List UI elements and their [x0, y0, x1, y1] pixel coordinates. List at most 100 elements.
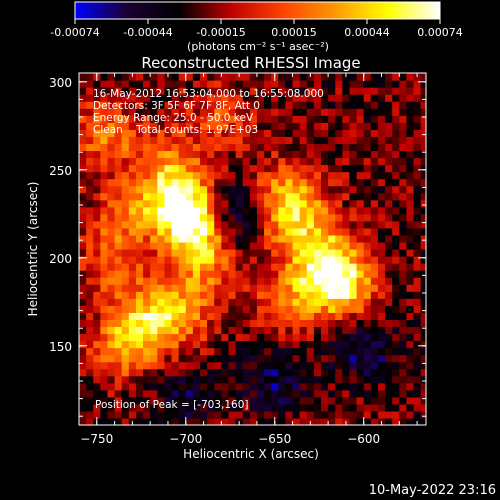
heatmap-cell: [200, 298, 208, 306]
heatmap-cell: [164, 129, 173, 137]
heatmap-cell: [143, 94, 151, 102]
heatmap-cell: [285, 157, 294, 166]
heatmap-cell: [413, 263, 422, 271]
heatmap-cell: [221, 73, 230, 81]
heatmap-cell: [264, 115, 272, 123]
heatmap-cell: [363, 347, 372, 356]
heatmap-cell: [342, 220, 351, 229]
heatmap-cell: [200, 129, 208, 137]
heatmap-cell: [256, 87, 265, 95]
heatmap-cell: [328, 171, 336, 180]
heatmap-cell: [121, 291, 130, 299]
heatmap-cell: [306, 143, 315, 152]
heatmap-cell: [313, 375, 322, 384]
heatmap-cell: [264, 347, 272, 356]
heatmap-cell: [164, 291, 173, 299]
heatmap-cell: [221, 241, 230, 250]
heatmap-cell: [328, 403, 336, 412]
heatmap-cell: [192, 178, 201, 187]
heatmap-cell: [342, 361, 351, 370]
heatmap-cell: [200, 319, 208, 328]
heatmap-cell: [313, 319, 322, 328]
heatmap-cell: [242, 333, 251, 342]
heatmap-cell: [420, 417, 426, 425]
heatmap-cell: [128, 249, 137, 257]
heatmap-cell: [292, 284, 301, 292]
heatmap-cell: [335, 108, 343, 116]
heatmap-cell: [292, 192, 301, 201]
heatmap-cell: [335, 80, 343, 88]
heatmap-cell: [221, 354, 230, 363]
heatmap-cell: [278, 80, 287, 88]
heatmap-cell: [164, 270, 173, 278]
heatmap-cell: [107, 284, 116, 292]
heatmap-cell: [249, 227, 258, 236]
heatmap-cell: [192, 87, 201, 95]
heatmap-cell: [335, 340, 343, 349]
heatmap-cell: [413, 403, 422, 412]
heatmap-cell: [86, 410, 94, 419]
heatmap-cell: [399, 115, 408, 123]
heatmap-cell: [171, 87, 180, 95]
heatmap-cell: [221, 382, 230, 391]
heatmap-cell: [413, 178, 422, 187]
heatmap-cell: [114, 333, 123, 342]
heatmap-cell: [299, 347, 308, 356]
heatmap-cell: [385, 361, 393, 370]
heatmap-cell: [406, 87, 415, 95]
heatmap-cell: [385, 108, 393, 116]
heatmap-cell: [356, 403, 365, 412]
heatmap-cell: [79, 249, 87, 257]
heatmap-cell: [249, 361, 258, 370]
heatmap-cell: [79, 361, 87, 370]
heatmap-cell: [306, 368, 315, 377]
heatmap-cell: [420, 213, 426, 222]
heatmap-cell: [356, 171, 365, 180]
heatmap-cell: [185, 122, 194, 130]
heatmap-cell: [278, 206, 287, 215]
heatmap-cell: [335, 382, 343, 391]
heatmap-cell: [399, 73, 408, 81]
heatmap-cell: [313, 277, 322, 285]
heatmap-cell: [363, 157, 372, 166]
heatmap-cell: [79, 340, 87, 349]
heatmap-cell: [157, 150, 166, 159]
heatmap-cell: [356, 284, 365, 292]
heatmap-cell: [406, 382, 415, 391]
heatmap-cell: [235, 291, 244, 299]
heatmap-cell: [157, 396, 166, 405]
heatmap-cell: [121, 375, 130, 384]
heatmap-cell: [228, 291, 237, 299]
heatmap-cell: [214, 157, 222, 166]
heatmap-cell: [221, 157, 230, 166]
heatmap-cell: [285, 284, 294, 292]
heatmap-cell: [285, 143, 294, 152]
heatmap-cell: [228, 389, 237, 398]
heatmap-cell: [271, 220, 279, 229]
heatmap-cell: [135, 129, 144, 137]
heatmap-cell: [370, 101, 379, 109]
heatmap-cell: [363, 101, 372, 109]
heatmap-cell: [321, 136, 329, 144]
heatmap-cell: [271, 80, 279, 88]
heatmap-cell: [235, 347, 244, 356]
heatmap-cell: [242, 284, 251, 292]
heatmap-cell: [264, 192, 272, 201]
heatmap-cell: [200, 396, 208, 405]
heatmap-cell: [93, 143, 101, 152]
heatmap-cell: [121, 368, 130, 377]
heatmap-cell: [164, 199, 173, 208]
heatmap-cell: [157, 333, 166, 342]
heatmap-cell: [392, 361, 400, 370]
heatmap-cell: [356, 319, 365, 328]
heatmap-cell: [93, 115, 101, 123]
heatmap-cell: [185, 403, 194, 412]
heatmap-cell: [370, 192, 379, 201]
heatmap-cell: [221, 375, 230, 384]
heatmap-cell: [79, 73, 87, 81]
heatmap-cell: [135, 213, 144, 222]
heatmap-cell: [93, 80, 101, 88]
heatmap-cell: [114, 277, 123, 285]
heatmap-cell: [93, 396, 101, 405]
heatmap-cell: [406, 291, 415, 299]
